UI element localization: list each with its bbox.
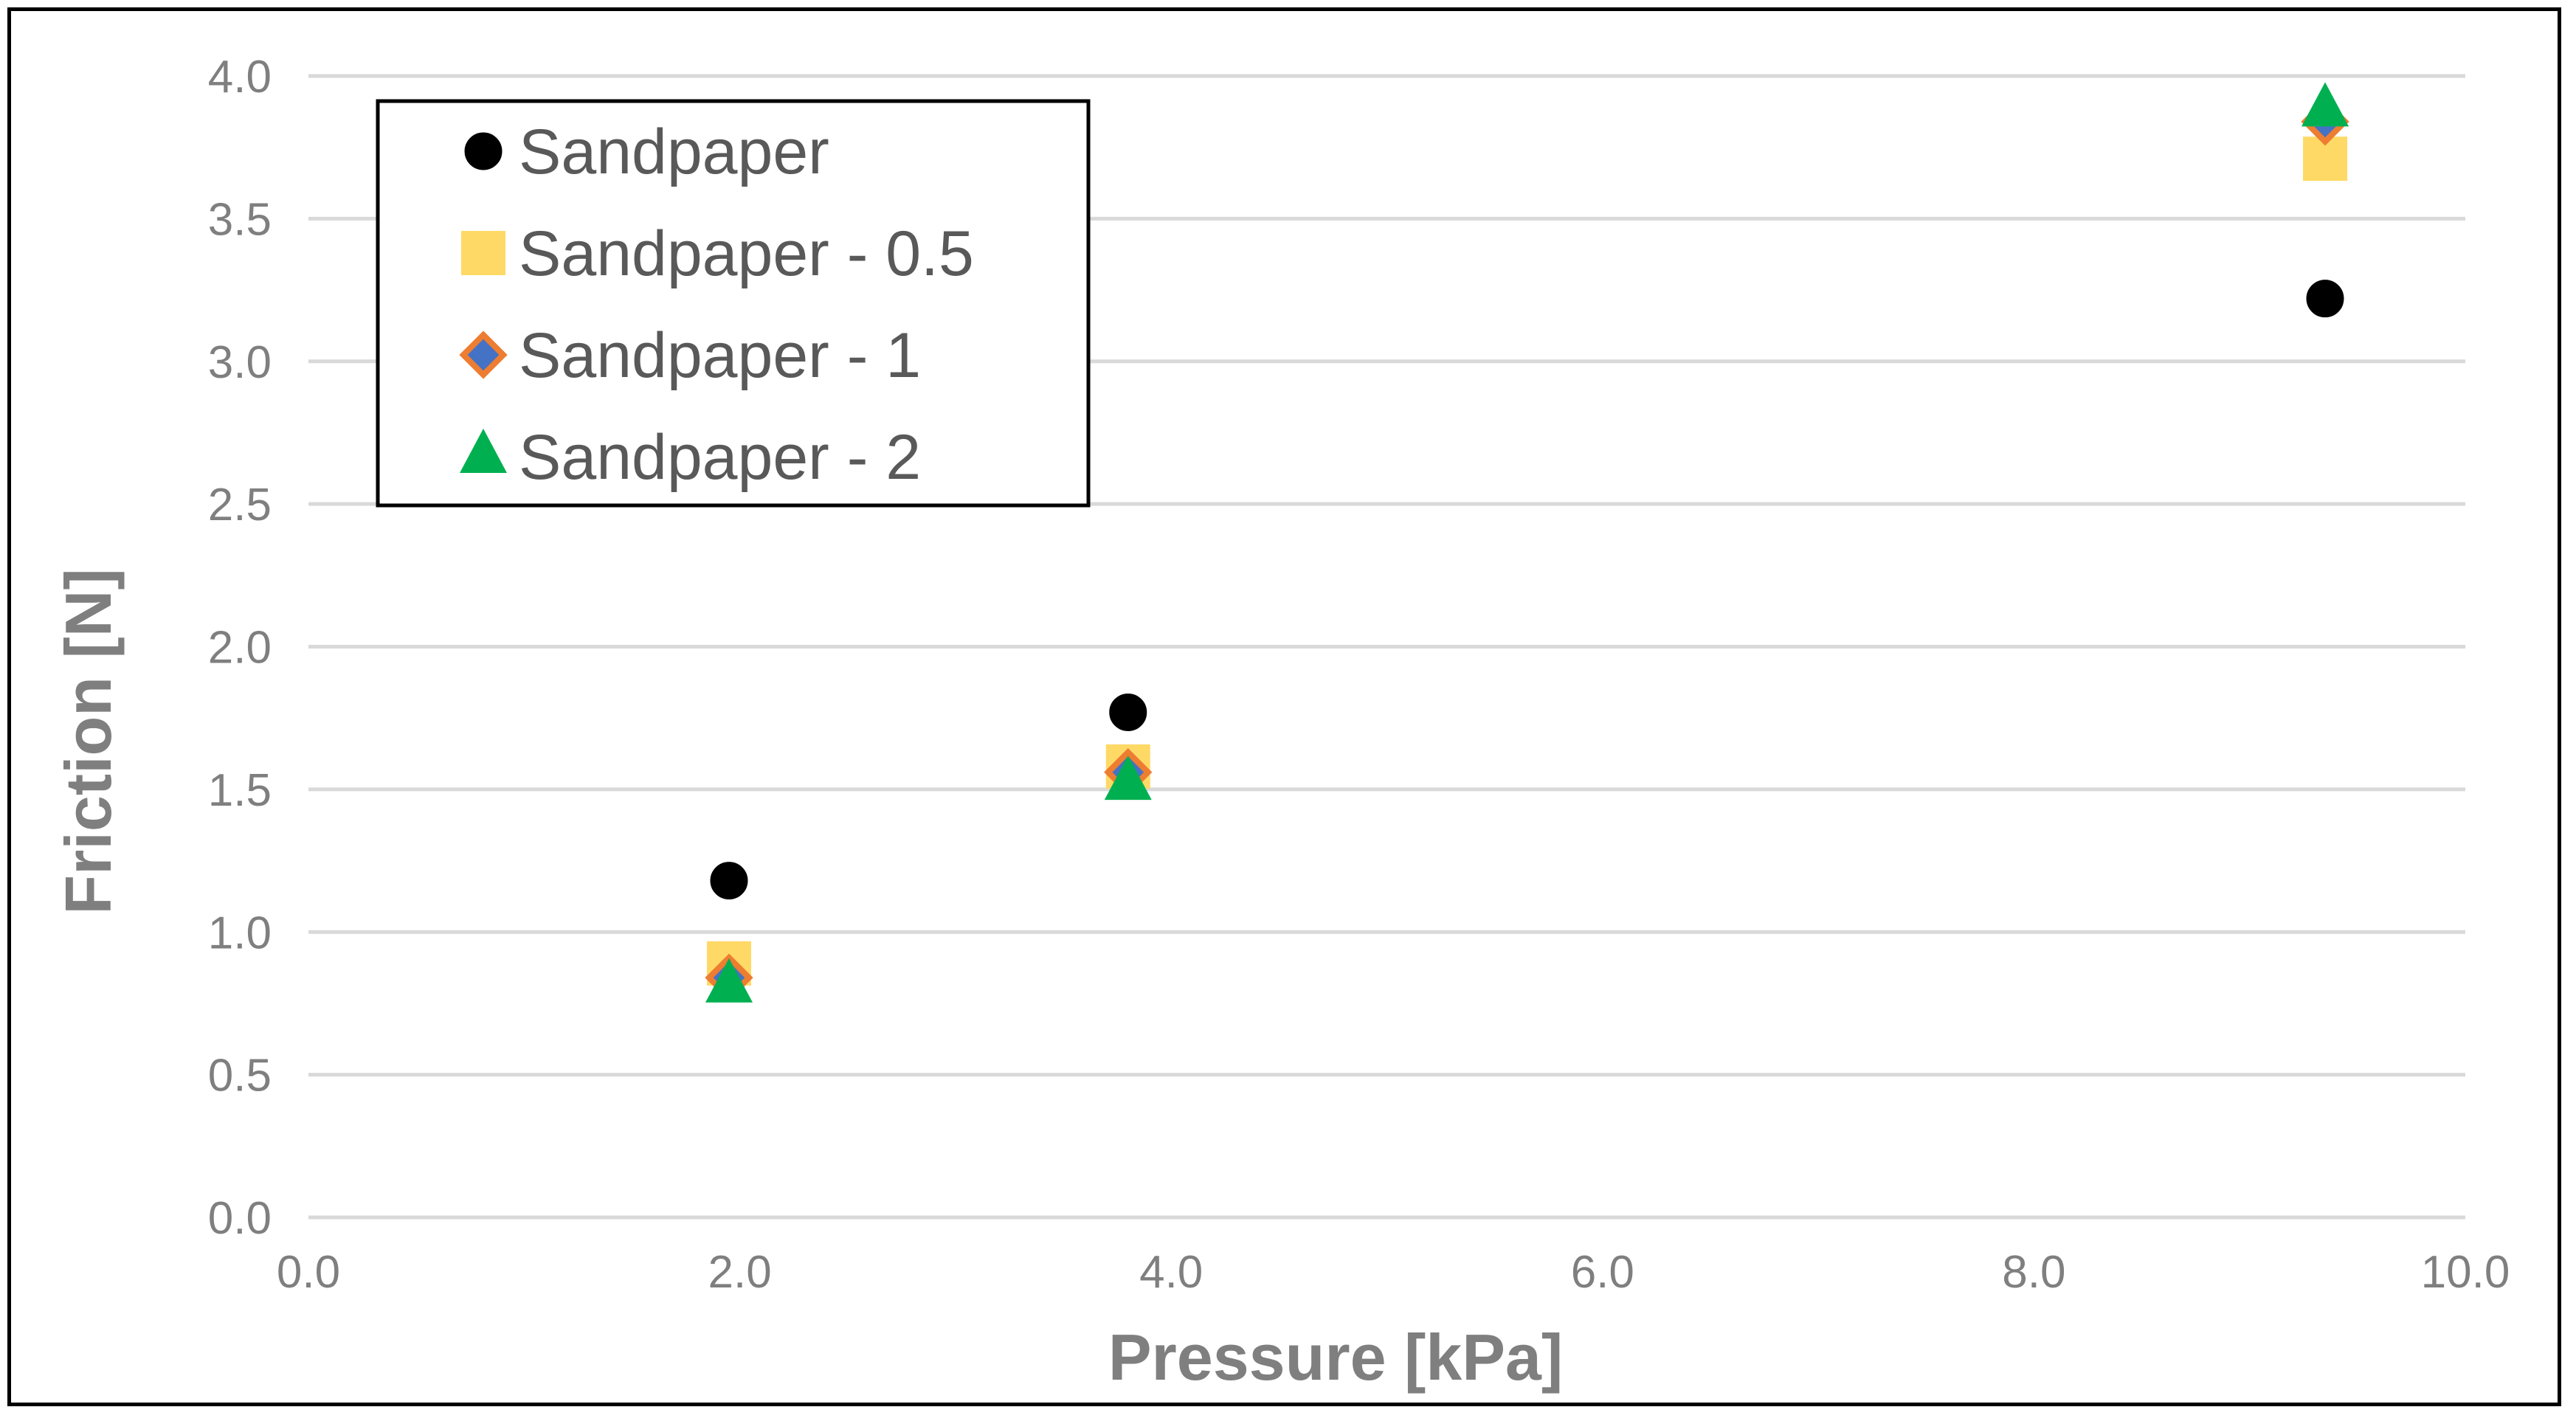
x-tick-label: 8.0	[2002, 1247, 2065, 1298]
x-axis-title: Pressure [kPa]	[1108, 1321, 1563, 1394]
legend-marker-0	[462, 130, 505, 173]
y-tick-label: 3.5	[208, 194, 272, 245]
data-point-series-3-pt-1	[1104, 756, 1152, 801]
data-point-series-3-pt-0	[705, 958, 753, 1003]
y-tick-label: 0.5	[208, 1051, 272, 1102]
y-tick-label: 2.5	[208, 480, 272, 530]
legend-marker-1	[461, 231, 505, 275]
data-point-series-3-pt-2	[2302, 82, 2349, 127]
legend-label: Sandpaper	[519, 117, 829, 187]
data-point-series-0-pt-1	[1107, 691, 1150, 733]
y-tick-label: 0.0	[208, 1193, 272, 1244]
legend-label: Sandpaper - 0.5	[519, 218, 974, 289]
y-tick-label: 1.0	[208, 907, 272, 958]
y-tick-labels: 0.0 0.5 1.0 1.5 2.0 2.5 3.0 3.5 4.0	[208, 52, 272, 1244]
x-tick-label: 0.0	[277, 1247, 340, 1298]
data-point-series-0-pt-0	[708, 860, 750, 902]
x-tick-label: 6.0	[1571, 1247, 1634, 1298]
legend-label: Sandpaper - 1	[519, 320, 921, 391]
scatter-chart: 0.0 2.0 4.0 6.0 8.0 10.0 0.0 0.5 1.0 1.5 2.0 2.5 3.…	[52, 52, 2510, 1394]
y-tick-label: 3.0	[208, 337, 272, 388]
legend: Sandpaper Sandpaper - 0.5 Sandpaper - 1 San…	[376, 99, 1091, 508]
chart-frame: 0.0 2.0 4.0 6.0 8.0 10.0 0.0 0.5 1.0 1.5 2.0 2.5 3.…	[7, 7, 2561, 1406]
legend-marker-2	[459, 331, 508, 379]
legend-box	[376, 99, 1091, 508]
legend-label: Sandpaper - 2	[519, 422, 921, 493]
x-tick-labels: 0.0 2.0 4.0 6.0 8.0 10.0	[277, 1247, 2510, 1298]
data-points	[705, 82, 2349, 1003]
y-tick-label: 4.0	[208, 52, 272, 103]
x-tick-label: 2.0	[708, 1247, 771, 1298]
y-tick-label: 1.5	[208, 765, 272, 816]
legend-marker-3	[460, 429, 507, 473]
x-tick-label: 10.0	[2421, 1247, 2510, 1298]
y-tick-label: 2.0	[208, 623, 272, 674]
data-point-series-0-pt-2	[2304, 277, 2347, 320]
x-tick-label: 4.0	[1139, 1247, 1203, 1298]
y-axis-title: Friction [N]	[52, 568, 125, 914]
